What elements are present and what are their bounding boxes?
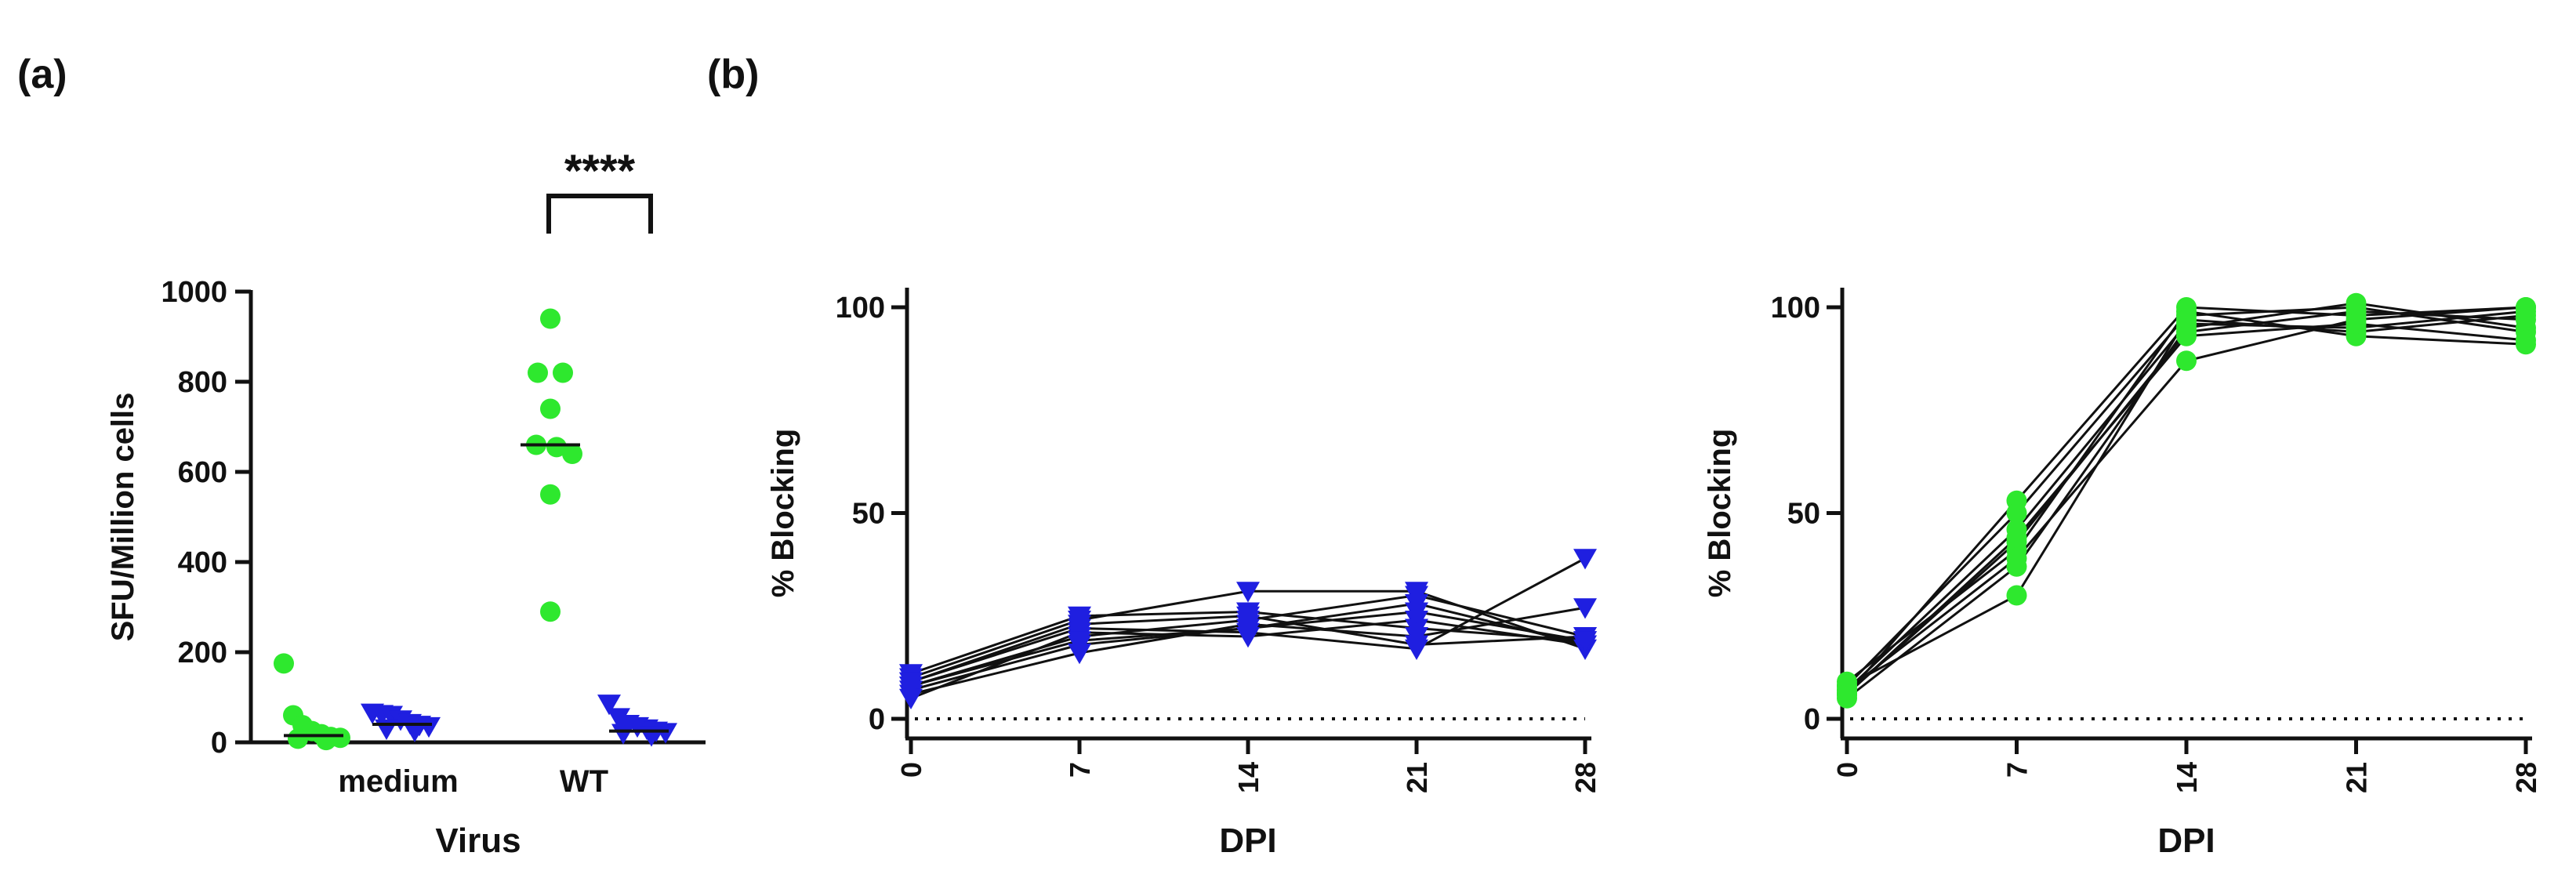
data-point	[2006, 502, 2027, 524]
data-point	[540, 484, 561, 505]
panel-label-b: (b)	[707, 52, 759, 97]
data-point	[899, 676, 923, 698]
data-point	[2346, 314, 2367, 334]
y-tick-label: 100	[1771, 292, 1820, 325]
data-point	[528, 362, 548, 383]
y-axis-label: % Blocking	[1703, 429, 1737, 598]
data-point	[1573, 631, 1597, 652]
data-point	[546, 437, 567, 458]
data-point	[540, 308, 561, 329]
x-tick-label: 28	[1569, 762, 1602, 793]
x-tick-label: 0	[1831, 762, 1863, 778]
y-tick-label: 1000	[161, 276, 227, 309]
data-point	[2176, 350, 2197, 372]
x-tick-label: 14	[2171, 762, 2203, 793]
series-line	[1846, 314, 2527, 687]
data-point	[288, 728, 308, 749]
data-point	[553, 362, 573, 383]
data-point	[1573, 549, 1597, 570]
data-point	[899, 688, 923, 709]
y-tick-label: 200	[178, 637, 227, 669]
data-point	[597, 695, 621, 716]
y-tick-label: 0	[869, 703, 885, 736]
y-tick-label: 800	[178, 366, 227, 399]
data-point	[274, 653, 294, 674]
chart-b1: 0 50 100 0 7 14 21 28 DPI % Blocking	[766, 288, 1602, 860]
data-point	[2006, 528, 2027, 548]
x-axis-label: DPI	[1219, 822, 1276, 860]
x-tick-label: 7	[1064, 762, 1096, 778]
y-tick-label: 100	[836, 292, 885, 325]
data-point	[403, 721, 426, 742]
y-tick-label: 600	[178, 456, 227, 489]
x-tick-label: 28	[2510, 762, 2542, 793]
x-tick-label: 7	[2001, 762, 2034, 778]
data-point	[1068, 615, 1091, 636]
data-point	[2006, 585, 2027, 606]
data-point	[375, 719, 398, 740]
chart-a: 0 200 400 600 800 1000 medium WT Virus SFU/Millio…	[106, 146, 706, 860]
y-axis-label: SFU/Million cells	[106, 393, 140, 642]
x-category-label: medium	[338, 764, 458, 799]
data-point	[1837, 684, 1857, 705]
x-tick-label: 14	[1232, 762, 1264, 793]
y-axis-label: % Blocking	[766, 429, 800, 598]
data-point	[1236, 582, 1260, 603]
data-point	[2346, 292, 2367, 314]
data-point	[1573, 598, 1597, 619]
data-point	[1068, 631, 1091, 652]
data-point	[1236, 606, 1260, 627]
data-point	[540, 398, 561, 419]
data-point	[2176, 325, 2197, 346]
data-point	[2006, 556, 2027, 577]
x-tick-label: 21	[2341, 762, 2373, 793]
data-point	[2516, 330, 2536, 350]
x-axis-label: Virus	[435, 822, 521, 860]
y-tick-label: 50	[852, 498, 885, 531]
data-point	[1405, 602, 1428, 623]
y-tick-label: 400	[178, 546, 227, 579]
panel-label-a: (a)	[17, 52, 67, 97]
data-point	[316, 730, 336, 751]
significance-bracket	[546, 194, 653, 234]
data-point	[2516, 305, 2536, 326]
x-axis-label: DPI	[2157, 822, 2215, 860]
x-tick-label: 21	[1401, 762, 1433, 793]
data-point	[1068, 644, 1091, 665]
y-tick-label: 50	[1787, 498, 1820, 531]
data-point	[540, 601, 561, 622]
data-point	[562, 444, 582, 464]
data-point	[1405, 635, 1428, 656]
y-tick-label: 0	[1804, 703, 1820, 736]
chart-b2: 0 50 100 0 7 14 21 28 DPI % Blocking	[1703, 288, 2542, 860]
data-point	[2176, 309, 2197, 330]
data-point	[1236, 618, 1260, 640]
x-category-label: WT	[560, 764, 608, 799]
x-tick-label: 0	[895, 762, 927, 778]
data-point	[611, 724, 635, 745]
y-tick-label: 0	[211, 727, 227, 760]
series-line	[1845, 322, 2527, 695]
significance-label: ****	[564, 146, 636, 197]
